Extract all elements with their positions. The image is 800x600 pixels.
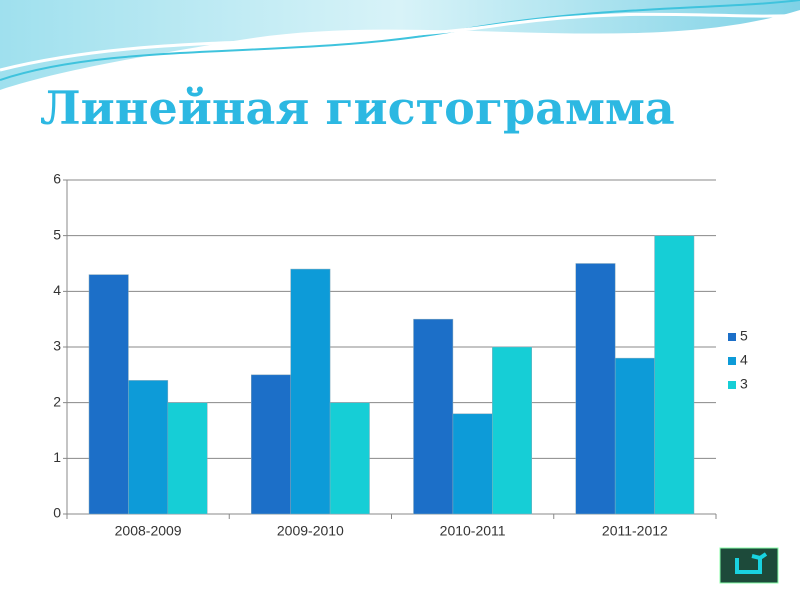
- x-tick-label: 2009-2010: [277, 523, 344, 539]
- bar: [654, 235, 695, 515]
- y-tick-label: 6: [53, 171, 61, 187]
- legend-label: 5: [740, 328, 748, 344]
- legend-label: 3: [740, 376, 748, 392]
- x-tick-label: 2010-2011: [440, 523, 506, 539]
- bar: [167, 402, 208, 515]
- bar: [128, 380, 169, 515]
- y-tick-label: 5: [53, 226, 61, 242]
- x-tick-label: 2008-2009: [115, 523, 182, 539]
- bar: [413, 318, 454, 515]
- header-wave: [0, 0, 800, 90]
- chart-title: Линейная гистограмма: [40, 81, 675, 135]
- legend-swatch: [728, 381, 736, 389]
- bar: [575, 263, 616, 515]
- bar: [251, 374, 291, 515]
- y-tick-label: 1: [53, 449, 61, 465]
- bar: [329, 402, 370, 515]
- bar: [88, 274, 129, 515]
- legend-swatch: [728, 333, 736, 341]
- y-tick-label: 2: [53, 393, 61, 409]
- y-tick-label: 4: [53, 282, 61, 298]
- y-tick-label: 3: [53, 338, 61, 354]
- bar: [492, 346, 533, 515]
- return-icon[interactable]: [735, 552, 768, 574]
- bar: [614, 357, 655, 515]
- button-frame[interactable]: [719, 547, 779, 584]
- bar: [452, 413, 493, 515]
- x-tick-label: 2011-2012: [602, 523, 668, 539]
- return-button[interactable]: [719, 547, 779, 584]
- bar: [290, 268, 331, 515]
- legend-swatch: [728, 357, 736, 365]
- wave-line: [0, 12, 800, 72]
- legend-label: 4: [740, 352, 748, 368]
- y-tick-label: 0: [53, 505, 61, 521]
